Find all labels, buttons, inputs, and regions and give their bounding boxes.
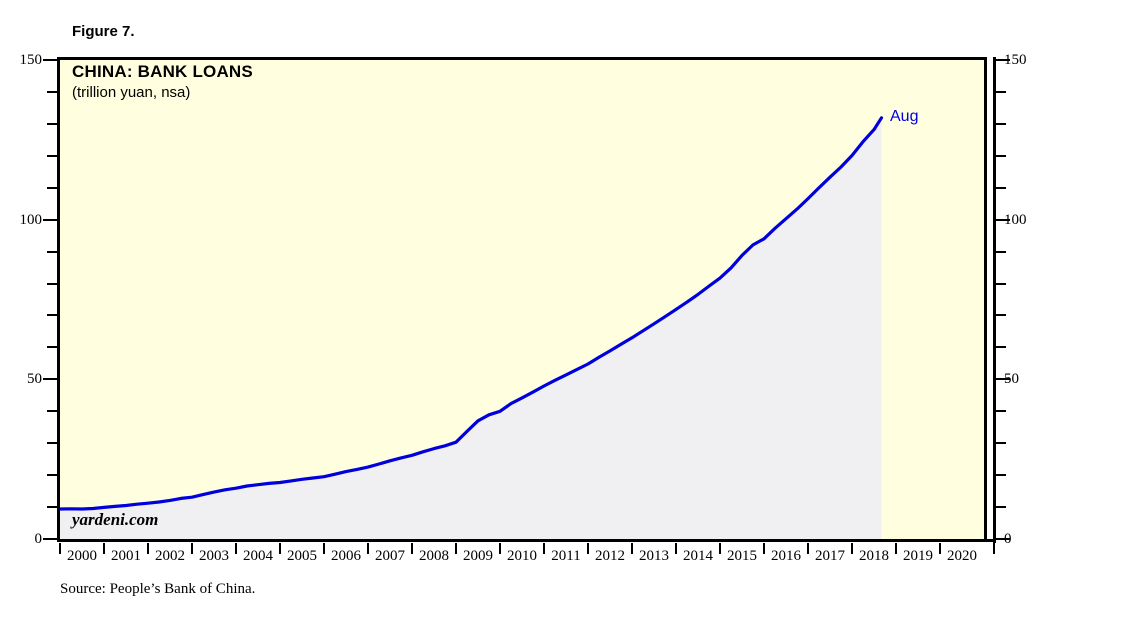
x-axis-tick: [763, 543, 765, 554]
x-axis-tick: [499, 543, 501, 554]
y-axis-tick-left: [43, 378, 57, 381]
x-axis-tick: [235, 543, 237, 554]
x-axis-year-label: 2017: [815, 548, 845, 564]
y-axis-tick-right: [996, 378, 1010, 381]
y-axis-tick-left: [47, 250, 57, 253]
y-axis-tick-left: [47, 186, 57, 189]
x-axis-tick: [631, 543, 633, 554]
y-axis-label-right: 100: [1004, 211, 1027, 228]
y-axis-label-left: 150: [19, 52, 43, 68]
source-note: Source: People’s Bank of China.: [60, 581, 256, 597]
y-axis-tick-right: [996, 442, 1006, 445]
y-axis-tick-left: [47, 122, 57, 125]
y-axis-tick-left: [47, 346, 57, 349]
x-axis-tick: [543, 543, 545, 554]
x-axis-year-label: 2000: [67, 548, 97, 564]
x-axis-year-label: 2007: [375, 548, 405, 564]
y-axis-tick-left: [47, 282, 57, 285]
x-axis-year-label: 2012: [595, 548, 625, 564]
y-axis-tick-right: [996, 314, 1006, 317]
x-axis-tick: [939, 543, 941, 554]
x-axis-tick: [807, 543, 809, 554]
x-axis-extension: [984, 539, 996, 542]
x-axis-year-label: 2006: [331, 548, 361, 564]
y-axis-tick-right: [996, 346, 1006, 349]
loans-area-chart: [60, 116, 884, 539]
y-axis-tick-right: [996, 154, 1006, 157]
x-axis-tick-end: [993, 543, 995, 554]
x-axis-tick: [895, 543, 897, 554]
x-axis-tick: [675, 543, 677, 554]
x-axis-year-label: 2011: [551, 548, 581, 564]
x-axis-year-label: 2013: [639, 548, 669, 564]
x-axis-tick: [191, 543, 193, 554]
x-axis-tick: [367, 543, 369, 554]
x-axis-tick: [147, 543, 149, 554]
x-axis-tick: [587, 543, 589, 554]
y-axis-tick-right: [996, 90, 1006, 93]
y-axis-tick-left: [47, 154, 57, 157]
y-axis-tick-left: [47, 90, 57, 93]
x-axis-tick: [411, 543, 413, 554]
x-axis-tick: [455, 543, 457, 554]
x-axis-year-label: 2018: [859, 548, 889, 564]
y-axis-label-right: 0: [1004, 531, 1012, 547]
y-axis-tick-right: [996, 538, 1010, 540]
x-axis-year-label: 2009: [463, 548, 493, 564]
x-axis-year-label: 2005: [287, 548, 317, 564]
y-axis-tick-right: [996, 506, 1006, 509]
x-axis-year-label: 2019: [903, 548, 933, 564]
x-axis-tick: [103, 543, 105, 554]
x-axis-tick: [323, 543, 325, 554]
y-axis-tick-left: [47, 442, 57, 445]
y-axis-tick-right: [996, 186, 1006, 189]
y-axis-tick-right: [996, 250, 1006, 253]
y-axis-tick-right: [996, 410, 1006, 413]
last-point-month-label: Aug: [890, 108, 919, 125]
y-axis-tick-right: [996, 218, 1010, 221]
loans-area-fill: [60, 117, 882, 539]
x-axis-year-label: 2015: [727, 548, 757, 564]
y-axis-tick-right: [996, 122, 1006, 125]
loans-line: [60, 116, 884, 511]
x-axis-year-label: 2016: [771, 548, 801, 564]
x-axis-year-label: 2020: [947, 548, 977, 564]
x-axis-year-label: 2010: [507, 548, 537, 564]
x-axis-year-label: 2002: [155, 548, 185, 564]
y-axis-label-left: 50: [27, 371, 42, 388]
y-axis-tick-left: [43, 538, 57, 540]
y-axis-tick-left: [47, 410, 57, 413]
figure-number-label: Figure 7.: [72, 23, 135, 40]
x-axis-tick: [851, 543, 853, 554]
chart-title: CHINA: BANK LOANS: [72, 62, 253, 81]
x-axis-year-label: 2001: [111, 548, 141, 564]
y-axis-tick-right: [996, 474, 1006, 477]
x-axis-year-label: 2004: [243, 548, 273, 564]
y-axis-label-right: 50: [1004, 371, 1019, 388]
x-axis-year-label: 2014: [683, 548, 713, 564]
chart-subtitle: (trillion yuan, nsa): [72, 84, 191, 101]
y-axis-tick-left: [43, 218, 57, 221]
y-axis-tick-left: [47, 474, 57, 477]
y-axis-tick-right: [996, 59, 1010, 61]
x-axis-tick: [279, 543, 281, 554]
y-axis-label-left: 100: [19, 211, 43, 228]
x-axis-year-label: 2008: [419, 548, 449, 564]
y-axis-tick-left: [43, 59, 57, 61]
y-axis-label-left: 0: [34, 531, 43, 547]
y-axis-tick-right: [996, 282, 1006, 285]
right-axis-line: [993, 57, 996, 543]
x-axis-tick: [719, 543, 721, 554]
y-axis-tick-left: [47, 314, 57, 317]
x-axis-year-label: 2003: [199, 548, 229, 564]
y-axis-label-right: 150: [1004, 52, 1027, 68]
yardeni-watermark: yardeni.com: [72, 510, 159, 529]
x-axis-tick: [59, 543, 61, 554]
y-axis-tick-left: [47, 506, 57, 509]
